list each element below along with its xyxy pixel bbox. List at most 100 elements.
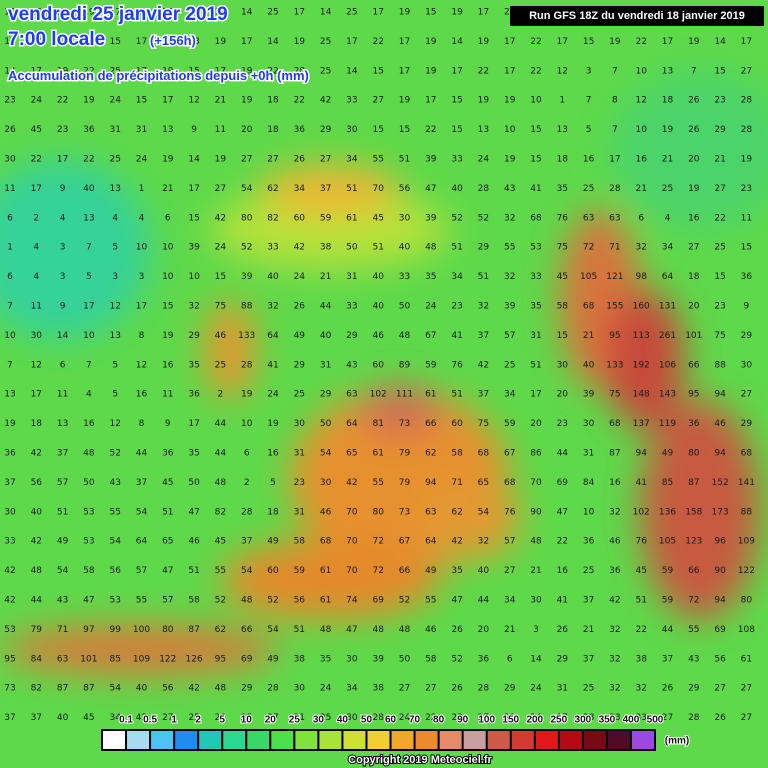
grid-value: 79 <box>399 449 411 459</box>
grid-value: 38 <box>320 243 332 253</box>
legend-swatch <box>391 731 414 749</box>
grid-value: 39 <box>583 390 595 400</box>
grid-value: 94 <box>425 478 437 488</box>
grid-value: 19 <box>215 8 227 18</box>
grid-value: 30 <box>741 360 753 370</box>
legend-swatch <box>607 731 630 749</box>
grid-value: 40 <box>267 272 279 282</box>
grid-value: 98 <box>635 272 647 282</box>
grid-value: 54 <box>109 684 121 694</box>
grid-value: 94 <box>714 449 726 459</box>
grid-value: 24 <box>215 243 227 253</box>
grid-value: 133 <box>606 360 623 370</box>
grid-value: 55 <box>372 155 383 165</box>
grid-value: 29 <box>688 684 700 694</box>
grid-value: 6 <box>7 272 13 282</box>
grid-value: 60 <box>451 419 463 429</box>
legend-swatch <box>487 731 510 749</box>
grid-value: 54 <box>241 566 253 576</box>
grid-value: 46 <box>714 419 726 429</box>
grid-value: 28 <box>583 713 595 723</box>
grid-value: 50 <box>188 478 200 488</box>
grid-value: 46 <box>425 625 437 635</box>
grid-value: 49 <box>267 654 279 664</box>
grid-value: 57 <box>504 331 515 341</box>
grid-value: 8 <box>612 96 618 106</box>
grid-value: 160 <box>633 302 650 312</box>
grid-value: 90 <box>530 507 542 517</box>
grid-value: 5 <box>112 360 118 370</box>
grid-value: 87 <box>57 684 68 694</box>
grid-value: 25 <box>109 66 120 76</box>
grid-value: 67 <box>504 449 515 459</box>
grid-value: 44 <box>557 449 569 459</box>
grid-value: 36 <box>583 537 595 547</box>
grid-value: 29 <box>504 684 516 694</box>
grid-value: 64 <box>136 537 148 547</box>
grid-value: 49 <box>294 331 306 341</box>
grid-value: 56 <box>399 184 411 194</box>
grid-value: 12 <box>109 419 120 429</box>
grid-value: 12 <box>136 360 147 370</box>
grid-value: 42 <box>451 537 462 547</box>
grid-value: 71 <box>451 478 462 488</box>
grid-value: 25 <box>583 184 594 194</box>
grid-value: 17 <box>504 37 515 47</box>
grid-value: 75 <box>609 390 620 400</box>
grid-value: 42 <box>320 96 331 106</box>
grid-value: 50 <box>320 419 332 429</box>
grid-value: 13 <box>109 331 120 341</box>
grid-value: 68 <box>583 302 595 312</box>
grid-value: 19 <box>609 37 621 47</box>
grid-value: 19 <box>241 96 253 106</box>
grid-value: 31 <box>530 331 541 341</box>
grid-value: 94 <box>635 449 647 459</box>
grid-value: 94 <box>714 596 726 606</box>
grid-value: 17 <box>188 8 199 18</box>
grid-value: 26 <box>662 684 674 694</box>
legend-label: 150 <box>502 715 519 726</box>
grid-value: 31 <box>320 360 331 370</box>
grid-value: 6 <box>60 360 66 370</box>
grid-value: 5 <box>586 125 592 135</box>
grid-value: 19 <box>399 8 411 18</box>
grid-value: 53 <box>530 243 541 253</box>
grid-value: 131 <box>659 302 676 312</box>
grid-value: 22 <box>478 66 489 76</box>
grid-value: 17 <box>188 184 199 194</box>
grid-value: 56 <box>109 566 121 576</box>
legend-swatch <box>175 731 198 749</box>
grid-value: 22 <box>83 155 94 165</box>
grid-value: 20 <box>557 390 569 400</box>
grid-value: 37 <box>583 654 594 664</box>
grid-value: 50 <box>83 478 95 488</box>
grid-value: 60 <box>267 566 279 576</box>
grid-value: 23 <box>294 478 305 488</box>
grid-value: 37 <box>478 390 489 400</box>
grid-value: 18 <box>267 507 279 517</box>
grid-value: 75 <box>714 331 725 341</box>
grid-value: 24 <box>294 272 306 282</box>
grid-value: 27 <box>741 713 752 723</box>
legend-label: 500 <box>647 715 664 726</box>
legend-label: 90 <box>457 715 469 726</box>
grid-value: 19 <box>688 37 700 47</box>
grid-value: 46 <box>215 331 227 341</box>
grid-value: 36 <box>478 654 490 664</box>
grid-value: 15 <box>714 272 725 282</box>
grid-value: 63 <box>609 213 620 223</box>
grid-value: 17 <box>241 37 252 47</box>
grid-value: 28 <box>741 125 753 135</box>
grid-value: 16 <box>267 449 279 459</box>
grid-value: 36 <box>741 272 753 282</box>
grid-value: 34 <box>109 713 121 723</box>
grid-value: 94 <box>714 390 726 400</box>
grid-value: 12 <box>109 302 120 312</box>
grid-value: 4 <box>33 272 39 282</box>
lead-time: (+156h) <box>150 33 196 48</box>
grid-value: 17 <box>109 8 120 18</box>
grid-value: 56 <box>162 684 174 694</box>
grid-value: 123 <box>685 537 702 547</box>
grid-value: 48 <box>241 596 253 606</box>
grid-value: 28 <box>241 507 253 517</box>
